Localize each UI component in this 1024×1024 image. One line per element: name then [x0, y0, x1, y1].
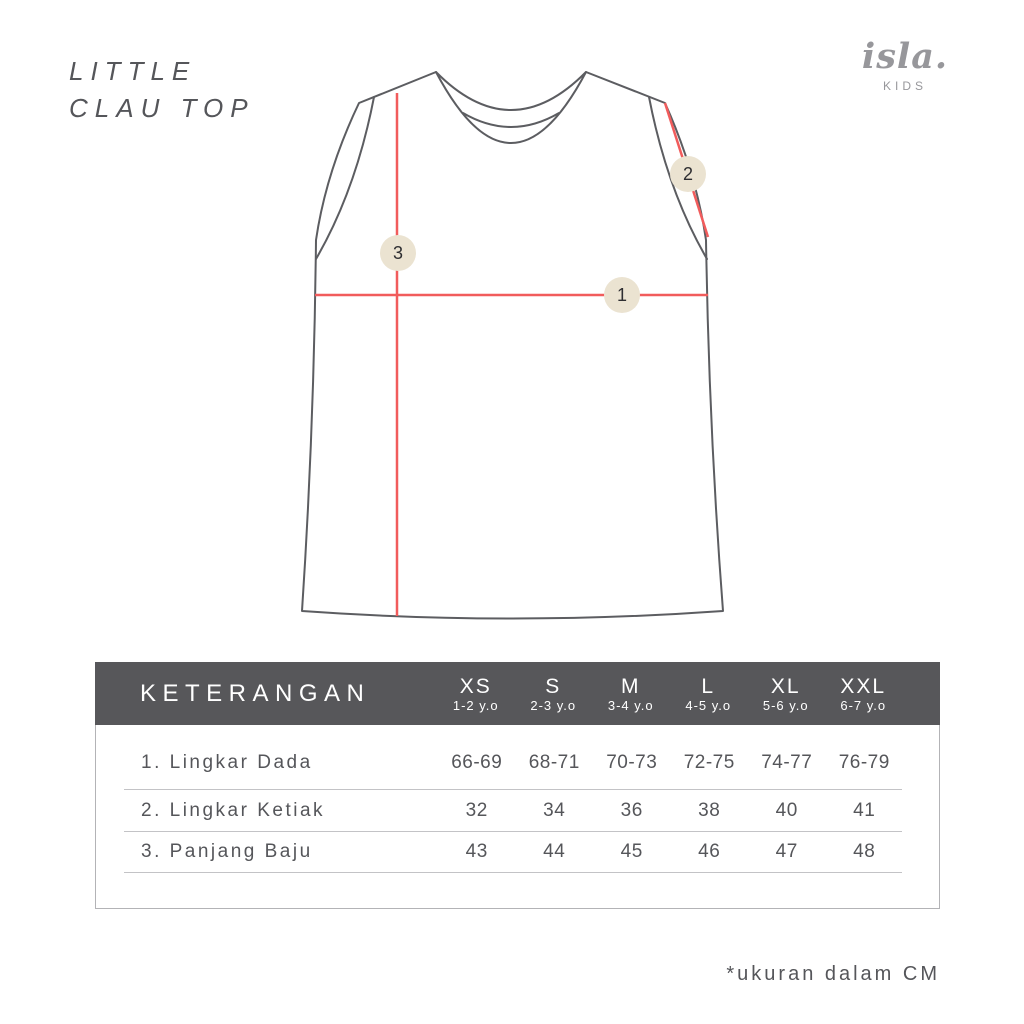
marker-3-circle — [380, 235, 416, 271]
armhole-binding-left — [315, 96, 375, 260]
marker-1-circle — [604, 277, 640, 313]
cell-value: 41 — [853, 799, 876, 821]
marker-2: 2 — [670, 156, 706, 192]
column-header-l: L 4-5 y.o — [670, 674, 748, 713]
row-label: 1. Lingkar Dada — [141, 752, 313, 773]
age-label: 2-3 y.o — [530, 697, 577, 713]
product-title: LITTLE CLAU TOP — [69, 53, 255, 127]
cell-value: 34 — [543, 799, 566, 821]
column-header-s: S 2-3 y.o — [515, 674, 593, 713]
cell-value: 76-79 — [838, 752, 890, 773]
cell-value: 66-69 — [451, 752, 503, 773]
column-header-xxl: XXL 6-7 y.o — [825, 674, 903, 713]
marker-2-circle — [670, 156, 706, 192]
marker-1: 1 — [604, 277, 640, 313]
cell-value: 32 — [465, 799, 488, 821]
size-table-body: 1. Lingkar Dada 66-69 68-71 70-73 72-75 … — [95, 725, 940, 909]
column-header-xl: XL 5-6 y.o — [747, 674, 825, 713]
garment-diagram: 1 2 3 — [301, 71, 724, 620]
row-label: 2. Lingkar Ketiak — [141, 799, 326, 821]
cell-value: 43 — [465, 841, 488, 862]
cell-value: 46 — [698, 841, 721, 862]
cell-value: 68-71 — [528, 752, 580, 773]
garment-silhouette — [301, 71, 724, 620]
row-divider — [124, 789, 902, 790]
table-row-lingkar-dada: 1. Lingkar Dada 66-69 68-71 70-73 72-75 … — [96, 725, 939, 789]
age-label: 3-4 y.o — [607, 697, 654, 713]
size-label: S — [545, 674, 562, 698]
marker-1-number: 1 — [617, 285, 627, 305]
size-label: L — [701, 674, 716, 698]
age-label: 4-5 y.o — [685, 697, 732, 713]
size-label: XL — [770, 674, 801, 698]
marker-3-number: 3 — [393, 243, 403, 263]
age-label: 6-7 y.o — [840, 697, 887, 713]
cell-value: 74-77 — [761, 752, 813, 773]
product-title-line2: CLAU TOP — [69, 93, 255, 123]
marker-3: 3 — [380, 235, 416, 271]
age-label: 5-6 y.o — [762, 697, 809, 713]
row-divider — [124, 831, 902, 832]
cell-value: 40 — [775, 799, 798, 821]
column-header-xs: XS 1-2 y.o — [437, 674, 515, 713]
brand-name: isla. — [861, 36, 949, 77]
table-row-lingkar-ketiak: 2. Lingkar Ketiak 32 34 36 38 40 41 — [96, 790, 939, 831]
cell-value: 72-75 — [683, 752, 735, 773]
neckline-back-seam — [462, 112, 560, 128]
cell-value: 48 — [853, 841, 876, 862]
cell-value: 38 — [698, 799, 721, 821]
size-label: M — [621, 674, 641, 698]
size-table: KETERANGAN XS 1-2 y.o S 2-3 y.o M 3-4 y.… — [95, 662, 940, 909]
size-label: XS — [459, 674, 492, 698]
marker-2-number: 2 — [683, 164, 693, 184]
size-label: XXL — [840, 674, 887, 698]
age-label: 1-2 y.o — [452, 697, 499, 713]
cell-value: 45 — [620, 841, 643, 862]
size-table-header: KETERANGAN XS 1-2 y.o S 2-3 y.o M 3-4 y.… — [95, 662, 940, 725]
brand-subtitle: KIDS — [882, 79, 927, 93]
cell-value: 47 — [775, 841, 798, 862]
header-keterangan: KETERANGAN — [140, 679, 371, 707]
cell-value: 70-73 — [606, 752, 658, 773]
brand-logo: isla. KIDS — [830, 36, 980, 93]
cell-value: 44 — [543, 841, 566, 862]
cell-value: 36 — [620, 799, 643, 821]
units-footnote: *ukuran dalam CM — [726, 963, 940, 985]
table-row-panjang-baju: 3. Panjang Baju 43 44 45 46 47 48 — [96, 832, 939, 872]
product-title-line1: LITTLE — [69, 56, 197, 86]
neckline-front-seam — [435, 71, 587, 144]
row-divider — [124, 872, 902, 873]
row-label: 3. Panjang Baju — [141, 841, 313, 862]
column-header-m: M 3-4 y.o — [592, 674, 670, 713]
armhole-binding-right — [648, 96, 708, 260]
